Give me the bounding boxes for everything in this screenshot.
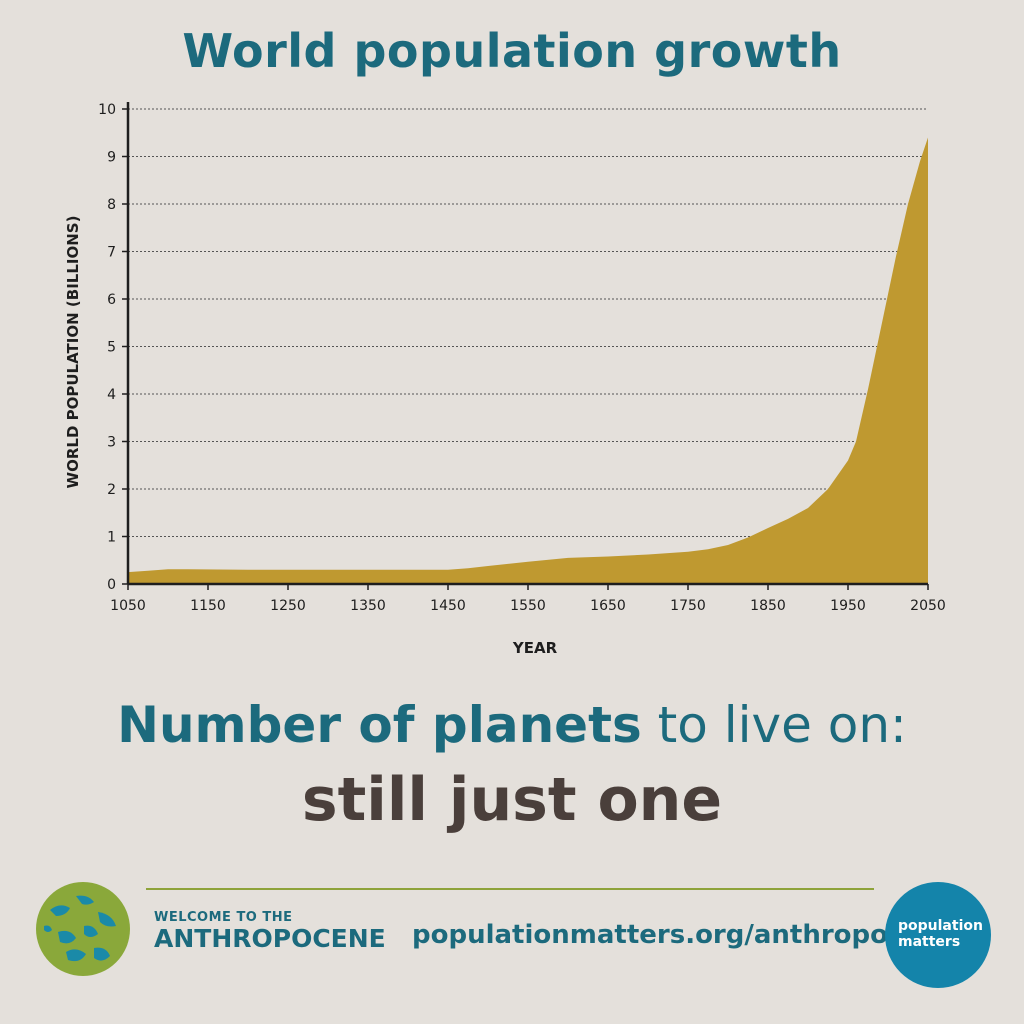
chart-title: World population growth — [182, 24, 842, 78]
y-tick-label: 9 — [107, 150, 116, 166]
divider-rule — [146, 888, 874, 890]
x-tick-label: 1050 — [110, 598, 146, 614]
headline-bold: Number of planets — [117, 696, 642, 754]
y-tick-label: 1 — [107, 530, 116, 546]
y-tick-label: 0 — [107, 577, 116, 593]
y-tick-label: 6 — [107, 292, 116, 308]
population-area — [128, 137, 928, 584]
x-tick-label: 1350 — [350, 598, 386, 614]
x-tick-label: 1850 — [750, 598, 786, 614]
y-tick-label: 2 — [107, 482, 116, 498]
population-matters-logo: population matters — [885, 882, 991, 988]
x-tick-label: 1450 — [430, 598, 466, 614]
y-tick-label: 10 — [98, 102, 116, 118]
x-tick-label: 1750 — [670, 598, 706, 614]
population-chart: 0 1 2 3 4 5 6 7 8 9 10 1050 1150 1250 1350 1450 1550 1650… — [64, 102, 946, 657]
y-tick-label: 7 — [107, 245, 116, 261]
subline: still just one — [301, 765, 723, 835]
x-axis-label: YEAR — [512, 639, 558, 657]
y-tick-label: 8 — [107, 197, 116, 213]
logo-text: population matters — [898, 918, 983, 950]
y-tick-label: 3 — [107, 435, 116, 451]
x-tick-label: 2050 — [910, 598, 946, 614]
anthropocene-text: ANTHROPOCENE — [154, 924, 386, 953]
y-tick-label: 4 — [107, 387, 116, 403]
x-tick-label: 1950 — [830, 598, 866, 614]
welcome-text: WELCOME TO THE — [154, 910, 293, 925]
y-axis-label: WORLD POPULATION (BILLIONS) — [64, 216, 82, 489]
x-tick-label: 1250 — [270, 598, 306, 614]
globe-icon — [36, 882, 130, 976]
headline: Number of planets to live on: — [0, 696, 1024, 754]
headline-rest: to live on: — [641, 696, 907, 754]
x-tick-label: 1550 — [510, 598, 546, 614]
website-link[interactable]: populationmatters.org/anthropocene — [412, 920, 958, 950]
x-tick-label: 1650 — [590, 598, 626, 614]
y-tick-label: 5 — [107, 340, 116, 356]
x-tick-label: 1150 — [190, 598, 226, 614]
